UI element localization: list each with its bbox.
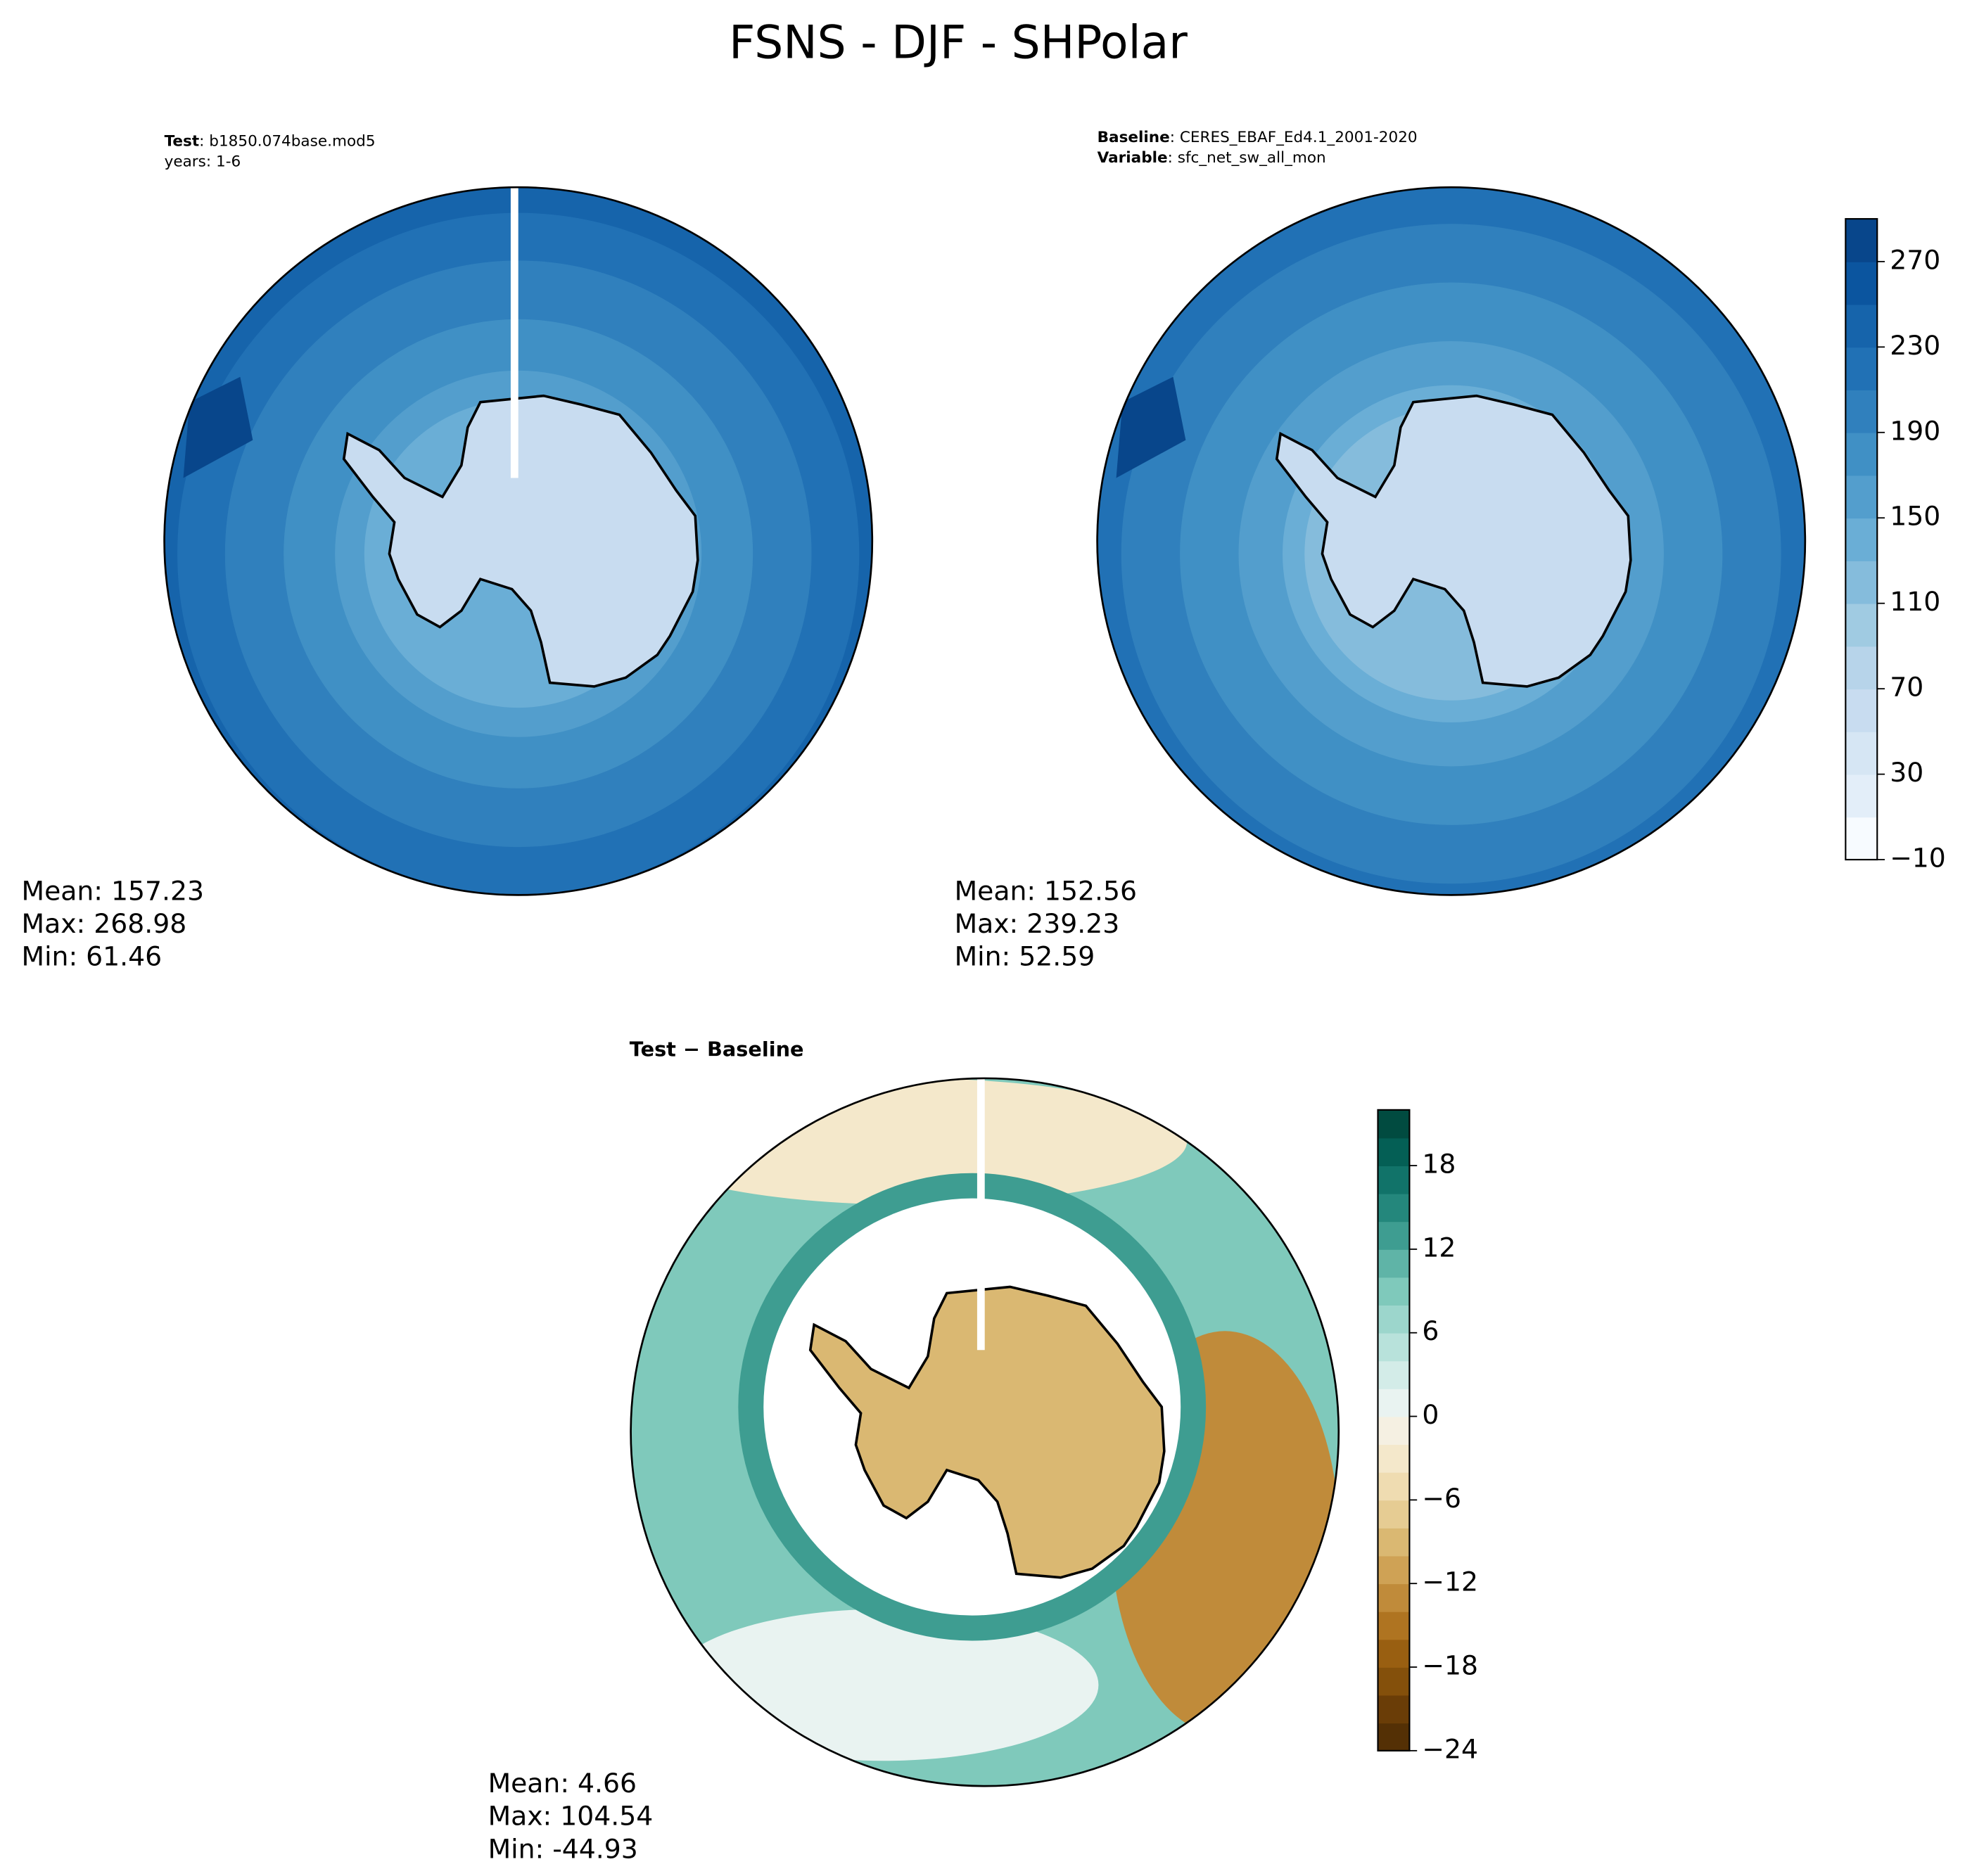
panel-header: Test − Baseline: [630, 1037, 804, 1061]
map-boundary: [163, 186, 874, 896]
stat-text: Min: 52.59: [955, 941, 1095, 972]
stat-text: Max: 239.23: [955, 908, 1120, 939]
colorbar-tick-label: −12: [1422, 1566, 1478, 1597]
colorbar-segment: [1378, 1221, 1410, 1250]
colorbar-tick-label: 190: [1890, 415, 1940, 446]
colorbar-segment: [1378, 1500, 1410, 1529]
colorbar-segment: [1378, 1472, 1410, 1501]
colorbar-tick-label: −6: [1422, 1483, 1461, 1514]
colorbar-segment: [1845, 646, 1878, 690]
map-boundary: [1096, 186, 1807, 896]
colorbar-segment: [1845, 475, 1878, 519]
header-label: Test: [165, 133, 200, 151]
header-text: : sfc_net_sw_all_mon: [1168, 149, 1326, 167]
colorbar-tick-label: 150: [1890, 501, 1940, 532]
colorbar-frame: [1377, 1109, 1411, 1751]
colorbar-segment: [1845, 347, 1878, 390]
colorbar-tick-label: 230: [1890, 330, 1940, 361]
colorbar-tick-label: 12: [1422, 1232, 1456, 1263]
colorbar-segment: [1378, 1360, 1410, 1389]
colorbar-segment: [1845, 560, 1878, 604]
header-text: : b1850.074base.mod5: [199, 133, 375, 151]
colorbar-segment: [1378, 1639, 1410, 1668]
header-text: years: 1-6: [165, 153, 241, 170]
land-region: [183, 376, 253, 478]
colorbar-segment: [1378, 1388, 1410, 1417]
colorbar-tick-label: 70: [1890, 672, 1923, 703]
colorbar-segment: [1378, 1193, 1410, 1223]
colorbar-tick-label: −24: [1422, 1733, 1478, 1764]
stat-text: Max: 268.98: [22, 908, 187, 939]
missing-data: [977, 1078, 985, 1351]
colorbar-segment: [1378, 1667, 1410, 1696]
panel-header: Test: b1850.074base.mod5: [165, 133, 376, 151]
polar-map: [1097, 187, 1805, 895]
antarctica: [808, 1285, 1166, 1579]
colorbar-tick-label: 0: [1422, 1399, 1439, 1430]
header-label: Baseline: [1098, 129, 1170, 146]
missing-data: [510, 187, 519, 478]
colorbar-segment: [1378, 1444, 1410, 1473]
colorbar-segment: [1378, 1109, 1410, 1139]
colorbar-tick-label: 30: [1890, 757, 1923, 788]
map-boundary: [630, 1077, 1340, 1787]
colorbar-tick-label: 6: [1422, 1315, 1439, 1346]
colorbar-segment: [1845, 689, 1878, 732]
polar-map: [164, 187, 872, 895]
colorbar-segment: [1845, 261, 1878, 305]
header-label: Variable: [1098, 149, 1168, 167]
colorbar-segment: [1845, 518, 1878, 561]
colorbar-segment: [1378, 1583, 1410, 1612]
panel-header: years: 1-6: [165, 153, 241, 170]
colorbar-segment: [1845, 603, 1878, 647]
colorbar-segment: [1378, 1277, 1410, 1306]
colorbar-segment: [1845, 774, 1878, 818]
colorbar-segment: [1845, 731, 1878, 775]
colorbar-tick-label: 270: [1890, 244, 1940, 275]
polar-map: [630, 1078, 1339, 1787]
colorbar-tick-label: −18: [1422, 1650, 1478, 1681]
antarctica: [1275, 394, 1632, 688]
stat-text: Mean: 152.56: [955, 875, 1137, 906]
land-region: [1116, 376, 1186, 478]
colorbar-segment: [1378, 1695, 1410, 1724]
colorbar-segment: [1378, 1611, 1410, 1640]
stat-text: Mean: 4.66: [488, 1768, 637, 1799]
stat-text: Max: 104.54: [488, 1801, 654, 1832]
colorbar-segment: [1378, 1249, 1410, 1278]
colorbar-segment: [1378, 1416, 1410, 1446]
colorbar-segment: [1378, 1305, 1410, 1334]
stat-text: Min: -44.93: [488, 1833, 638, 1864]
colorbar-segment: [1378, 1527, 1410, 1557]
colorbar-segment: [1845, 219, 1878, 262]
colorbar-segment: [1845, 817, 1878, 860]
colorbar-segment: [1378, 1723, 1410, 1751]
stat-text: Mean: 157.23: [22, 875, 204, 906]
colorbar-segment: [1845, 390, 1878, 433]
colorbar-segment: [1845, 304, 1878, 348]
colorbar-segment: [1378, 1555, 1410, 1585]
colorbar-segment: [1378, 1166, 1410, 1194]
header-label: Test − Baseline: [630, 1037, 804, 1061]
panel-header: Baseline: CERES_EBAF_Ed4.1_2001-2020: [1098, 129, 1418, 146]
colorbar-frame: [1845, 218, 1878, 861]
colorbar-tick-label: 110: [1890, 586, 1940, 617]
antarctica: [342, 394, 699, 688]
colorbar-segment: [1378, 1332, 1410, 1362]
stat-text: Min: 61.46: [22, 941, 163, 972]
panel-header: Variable: sfc_net_sw_all_mon: [1098, 149, 1326, 167]
figure-title: FSNS - DJF - SHPolar: [729, 17, 1188, 70]
colorbar-segment: [1845, 432, 1878, 476]
colorbar-tick-label: −10: [1890, 843, 1946, 874]
colorbar-segment: [1378, 1137, 1410, 1166]
colorbar-tick-label: 18: [1422, 1149, 1456, 1180]
header-text: : CERES_EBAF_Ed4.1_2001-2020: [1170, 129, 1418, 146]
